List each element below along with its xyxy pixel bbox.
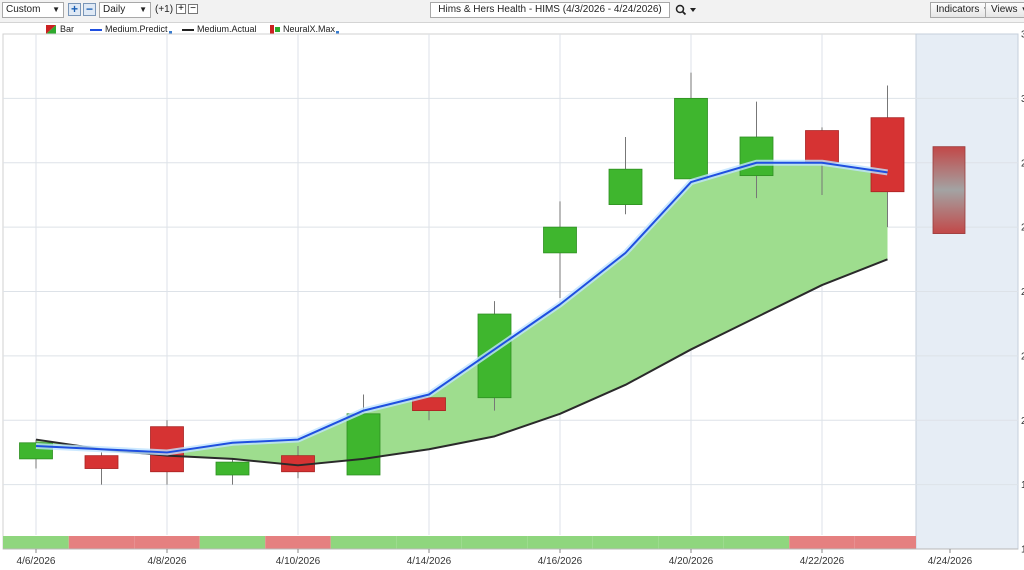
bar-legend-icon [46,25,56,35]
settings-dot-icon [336,31,340,35]
forecast-range-box [932,146,966,234]
chart-title: Hims & Hers Health - HIMS (4/3/2026 - 4/… [438,4,662,15]
neuralx-strip-segment [592,536,659,549]
symbol-title-field[interactable]: Hims & Hers Health - HIMS (4/3/2026 - 4/… [430,2,670,18]
neuralx-strip-segment [789,536,855,549]
search-icon [675,4,696,16]
search-button[interactable] [674,3,698,18]
x-tick-label: 4/6/2026 [17,556,56,567]
neuralx-strip-segment [854,536,916,549]
x-tick-label: 4/14/2026 [407,556,452,567]
y-tick-label: 21.00 [1021,416,1024,427]
legend-item-medium-actual[interactable]: Medium.Actual [182,24,257,34]
candle [739,101,774,199]
spread-area [36,162,888,466]
y-tick-label: 17.00 [1021,545,1024,556]
candle [84,452,119,485]
y-tick-label: 19.00 [1021,480,1024,491]
candle [543,201,577,298]
candle-body-down [805,130,839,164]
x-tick-label: 4/24/2026 [928,556,973,567]
line-swatch-icon [90,28,102,31]
candle-body-up [215,461,250,476]
candle [870,85,905,228]
neuralx-legend-icon [270,25,280,35]
interval-select[interactable]: Daily ▼ [99,2,151,18]
range-select-value: Custom [6,4,41,15]
y-tick-label: 33.00 [1021,30,1024,41]
legend-label-bar: Bar [60,24,75,34]
legend-item-medium-predict[interactable]: Medium.Predict [90,24,172,34]
x-tick-label: 4/10/2026 [276,556,321,567]
neuralx-strip-segment [527,536,593,549]
candle [805,127,839,195]
medium-predict-line [35,161,888,454]
neuralx-strip-segment [330,536,397,549]
chevron-down-icon: ▼ [1021,3,1024,17]
neuralx-strip-segment [461,536,528,549]
neuralx-strip-segment [68,536,135,549]
x-tick-label: 4/22/2026 [800,556,845,567]
candle-body-up [674,97,708,180]
y-tick-label: 29.00 [1021,158,1024,169]
legend-label-medium-predict: Medium.Predict [105,24,168,34]
chevron-down-icon: ▼ [139,5,147,14]
neuralx-strip-segment [265,536,331,549]
chevron-down-icon: ▼ [52,5,60,14]
toolbar: Custom ▼ + − Daily ▼ (+1) + − Hims & Her… [0,0,1024,23]
y-tick-label: 23.00 [1021,351,1024,362]
candle-body-down [84,455,119,469]
legend-label-neuralx-max: NeuralX.Max [283,24,336,34]
line-swatch-icon [182,28,194,31]
candle [608,137,643,215]
candle-body-up [346,413,381,476]
offset-decrease-button[interactable]: − [188,4,198,14]
y-tick-label: 27.00 [1021,223,1024,234]
interval-select-value: Daily [103,4,126,15]
views-label: Views [991,4,1018,15]
legend-item-neuralx-max[interactable]: NeuralX.Max [270,24,340,35]
neuralx-strip-segment [723,536,790,549]
legend-item-bar[interactable]: Bar [46,24,75,35]
candle [215,458,250,485]
zoom-in-button[interactable]: + [68,3,81,16]
candle-body-down [870,117,905,193]
x-tick-label: 4/8/2026 [148,556,187,567]
candle [674,72,708,180]
legend-label-medium-actual: Medium.Actual [197,24,257,34]
x-tick-label: 4/16/2026 [538,556,583,567]
offset-increase-button[interactable]: + [176,4,186,14]
candle-body-down [412,397,446,411]
neuralx-strip-segment [396,536,462,549]
neuralx-strip-segment [134,536,200,549]
candle-body-up [739,136,774,177]
x-tick-label: 4/20/2026 [669,556,714,567]
candle-body-up [608,168,643,205]
candle-body-up [543,226,577,254]
views-button[interactable]: Views ▼ [985,2,1024,18]
neuralx-strip-segment [199,536,266,549]
medium-actual-line [35,258,888,467]
indicators-label: Indicators [936,4,980,15]
offset-label: (+1) [155,4,174,15]
settings-dot-icon [168,31,172,34]
range-select[interactable]: Custom ▼ [2,2,64,18]
neuralx-strip-segment [658,536,724,549]
y-tick-label: 31.00 [1021,94,1024,105]
zoom-out-button[interactable]: − [83,3,96,16]
neuralx-strip-segment [3,536,69,549]
y-tick-label: 25.00 [1021,287,1024,298]
